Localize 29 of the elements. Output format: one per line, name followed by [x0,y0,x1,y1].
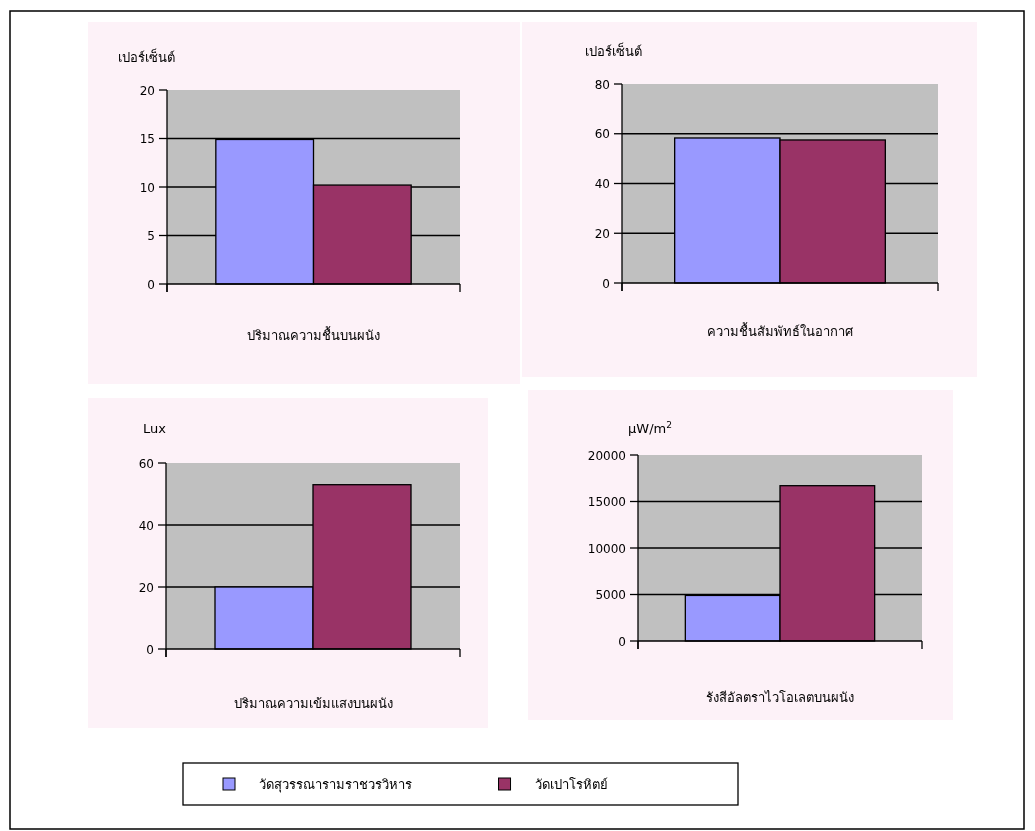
y-axis-title: เปอร์เซ็นต์ [585,42,642,59]
y-tick-label: 15000 [587,495,626,509]
y-axis-title: Lux [143,421,167,436]
y-tick-label: 15 [139,132,155,146]
y-tick-label: 10 [139,180,155,195]
y-tick-label: 5 [147,229,155,243]
y-tick-label: 0 [618,634,626,649]
y-tick-label: 20 [594,226,610,241]
x-axis-title: รังสีอัลตราไวโอเลตบนผนัง [706,690,854,705]
y-tick-label: 60 [138,456,154,471]
y-axis-title: µW/m$^{2}$ [628,420,672,436]
x-axis-title: ปริมาณความเข้มแสงบนผนัง [233,696,393,711]
x-axis-title: ความชื้นสัมพัทธ์ในอากาศ [707,322,854,339]
y-tick-label: 5000 [595,588,626,602]
y-tick-label: 20 [139,83,155,98]
y-tick-label: 0 [146,642,154,657]
y-tick-label: 20 [138,580,154,595]
y-tick-label: 80 [594,77,610,92]
y-tick-label: 0 [147,277,155,292]
y-tick-label: 40 [138,518,154,533]
y-tick-label: 60 [594,127,610,142]
legend-label: วัดสุวรรณารามราชวรวิหาร [259,777,412,793]
y-tick-label: 40 [594,177,610,191]
y-tick-label: 10000 [587,541,626,556]
x-axis-title: ปริมาณความชื้นบนผนัง [247,326,380,343]
legend-label: วัดเปาโรหิตย์ [534,777,608,792]
y-tick-label: 0 [602,276,610,291]
y-axis-title: เปอร์เซ็นต์ [118,48,175,65]
y-tick-label: 20000 [587,448,626,463]
